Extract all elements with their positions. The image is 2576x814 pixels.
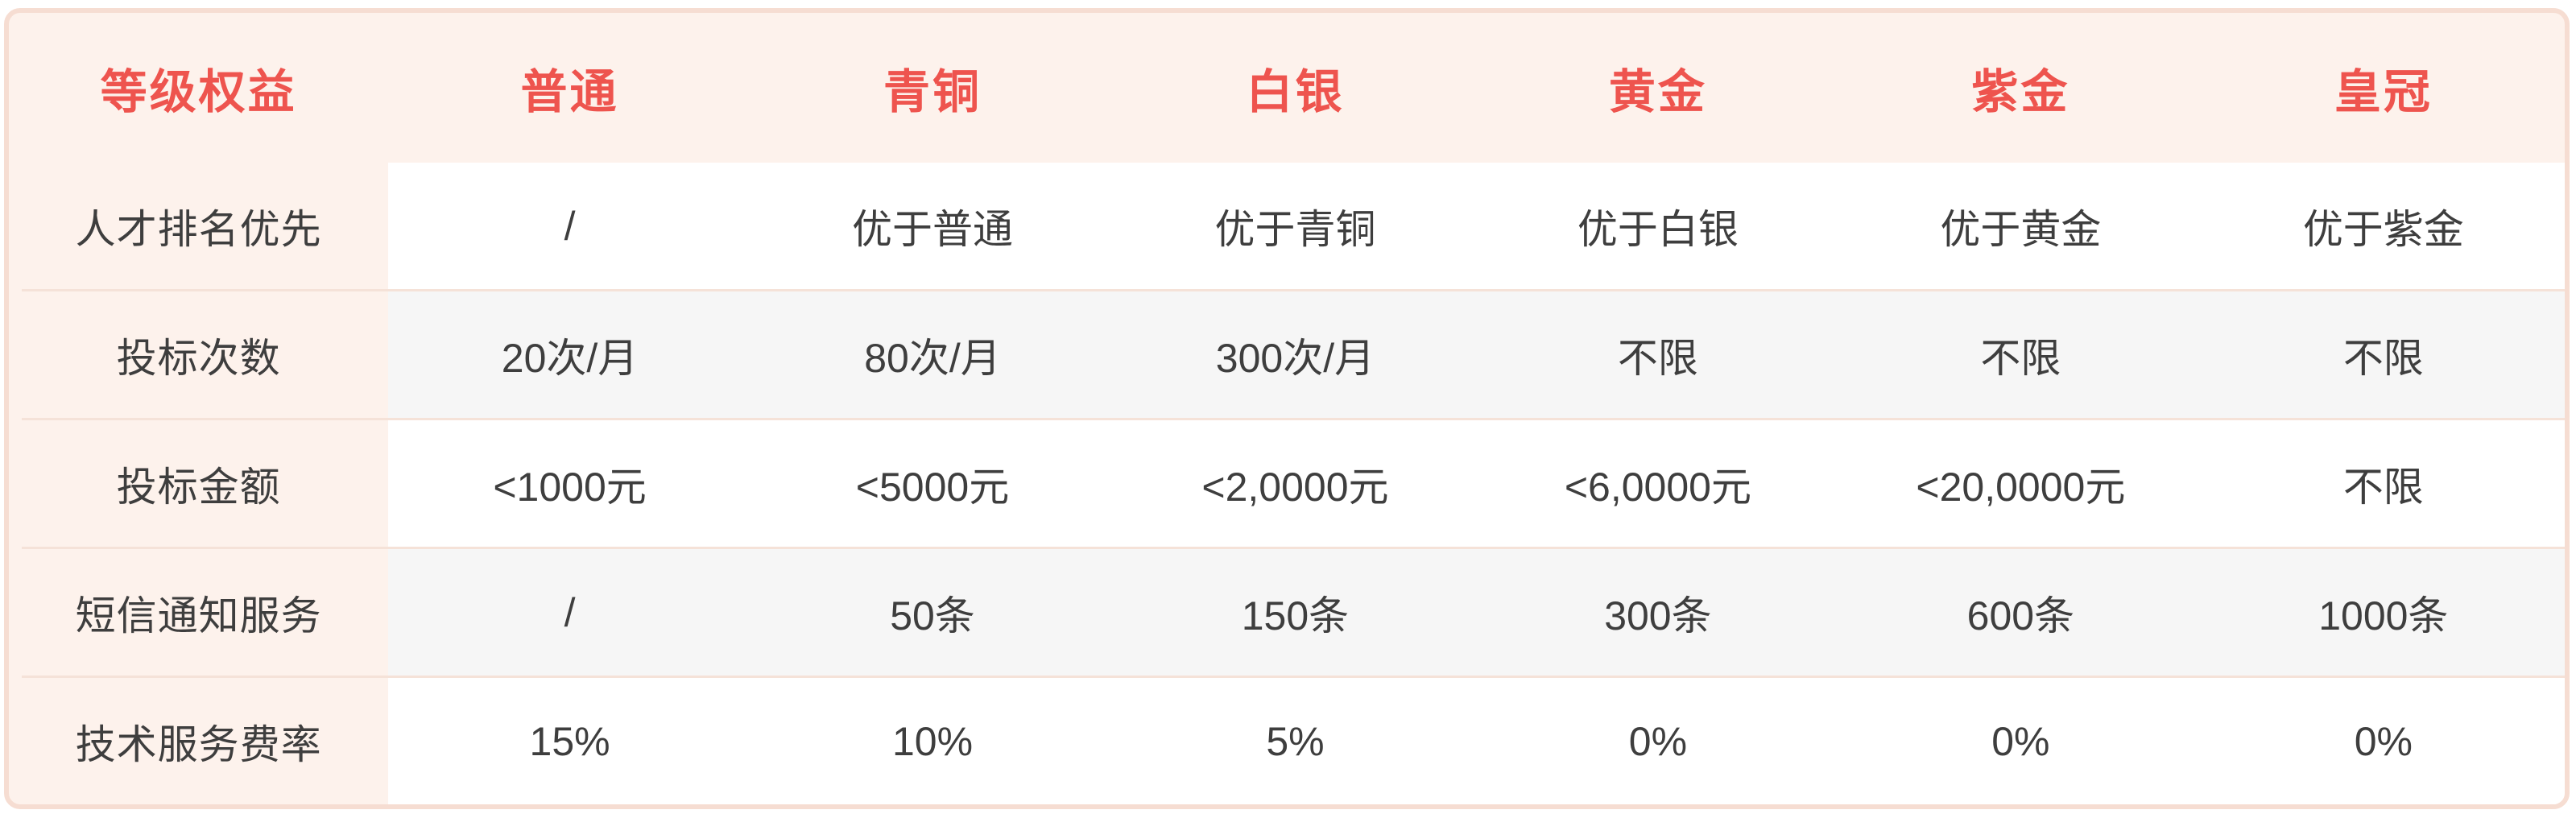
tier-column-header: 白银 — [1246, 66, 1345, 118]
tier-column-header: 普通 — [520, 66, 619, 118]
tier-benefits-table: 等级权益 普通 青铜 白银 黄金 紫金 皇冠 人才排名优先 / 优于普通 优于青铜优… — [4, 8, 2570, 809]
cell-value: <20,0000元 — [1839, 420, 2202, 547]
row-label: 人才排名优先 — [75, 206, 322, 252]
cell-value: 优于白银 — [1476, 163, 1840, 289]
cell-value: <2,0000元 — [1114, 420, 1477, 547]
cell-value: 优于黄金 — [1839, 163, 2202, 289]
table-row: 技术服务费率 15% 10% 5% 0% 0% 0% — [9, 676, 2565, 804]
cell-value: 300条 — [1476, 549, 1840, 676]
cell-value: <5000元 — [750, 420, 1114, 547]
cell-value: 1000条 — [2202, 549, 2565, 676]
table-row: 投标次数 20次/月 80次/月 300次/月 不限 不限 不限 — [9, 289, 2565, 418]
table-row: 投标金额 <1000元 <5000元 <2,0000元 <6,0000元 <20,000… — [9, 418, 2565, 547]
tier-column-header: 紫金 — [1971, 66, 2070, 118]
cell-value: / — [388, 163, 751, 289]
cell-value: 不限 — [1476, 291, 1840, 418]
cell-value: <6,0000元 — [1476, 420, 1840, 547]
cell-value: 80次/月 — [750, 291, 1114, 418]
header-row: 等级权益 普通 青铜 白银 黄金 紫金 皇冠 — [9, 13, 2565, 163]
cell-value: 0% — [1476, 678, 1840, 804]
row-label: 投标次数 — [116, 335, 281, 381]
cell-value: 50条 — [750, 549, 1114, 676]
cell-value: / — [388, 549, 751, 676]
tier-column-header: 皇冠 — [2334, 66, 2433, 118]
cell-value: 300次/月 — [1114, 291, 1477, 418]
table-row: 人才排名优先 / 优于普通 优于青铜 优于白银 优于黄金 优于紫金 — [9, 163, 2565, 289]
tier-benefits-page: 等级权益 普通 青铜 白银 黄金 紫金 皇冠 人才排名优先 / 优于普通 优于青铜优… — [0, 8, 2576, 809]
row-label: 投标金额 — [116, 464, 281, 510]
cell-value: 5% — [1114, 678, 1477, 804]
row-label: 短信通知服务 — [75, 593, 322, 638]
cell-value: 优于青铜 — [1114, 163, 1477, 289]
cell-value: 优于普通 — [750, 163, 1114, 289]
cell-value: 不限 — [1839, 291, 2202, 418]
cell-value: 0% — [2202, 678, 2565, 804]
table-body: 人才排名优先 / 优于普通 优于青铜 优于白银 优于黄金 优于紫金 投标次数 20次/月 8… — [9, 163, 2565, 804]
corner-header: 等级权益 — [100, 66, 297, 118]
cell-value: 0% — [1839, 678, 2202, 804]
tier-column-header: 青铜 — [883, 66, 982, 118]
tier-column-header: 黄金 — [1608, 66, 1707, 118]
row-label: 技术服务费率 — [75, 721, 322, 767]
cell-value: 10% — [750, 678, 1114, 804]
table-row: 短信通知服务 /50条 150条 300条 600条 1000条 — [9, 547, 2565, 676]
cell-value: 20次/月 — [388, 291, 751, 418]
cell-value: 150条 — [1114, 549, 1477, 676]
cell-value: 15% — [388, 678, 751, 804]
cell-value: 不限 — [2202, 291, 2565, 418]
cell-value: 优于紫金 — [2202, 163, 2565, 289]
cell-value: 600条 — [1839, 549, 2202, 676]
cell-value: 不限 — [2202, 420, 2565, 547]
cell-value: <1000元 — [388, 420, 751, 547]
